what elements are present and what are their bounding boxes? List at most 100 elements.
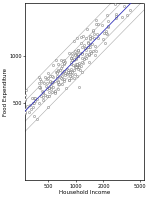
Point: [35, 98, 38, 101]
Point: [81, 71, 83, 74]
Point: [73, 72, 76, 76]
Point: [122, 4, 125, 7]
Point: [40, 94, 42, 97]
Point: [107, 26, 110, 29]
Point: [94, 54, 97, 57]
Point: [56, 88, 59, 91]
Point: [59, 75, 61, 79]
Point: [104, 42, 107, 45]
Point: [66, 68, 69, 71]
Point: [57, 70, 59, 73]
Point: [76, 64, 79, 67]
Point: [44, 75, 46, 78]
Point: [39, 86, 42, 89]
Point: [68, 70, 71, 74]
Point: [86, 27, 88, 30]
Point: [63, 58, 65, 61]
Point: [46, 106, 49, 109]
Point: [74, 50, 76, 53]
Point: [67, 79, 70, 82]
Point: [62, 59, 64, 62]
Point: [68, 78, 70, 81]
Point: [77, 49, 79, 52]
Point: [41, 89, 43, 92]
Point: [76, 36, 78, 40]
Point: [114, 12, 117, 16]
Point: [57, 79, 59, 82]
Point: [78, 66, 80, 69]
Point: [49, 75, 51, 78]
Point: [38, 101, 40, 104]
Point: [101, 23, 103, 26]
Point: [47, 71, 49, 75]
Point: [61, 74, 63, 77]
Point: [76, 54, 78, 57]
Point: [58, 83, 60, 86]
Point: [51, 91, 53, 94]
Y-axis label: Food Expenditure: Food Expenditure: [3, 68, 8, 116]
Point: [105, 30, 107, 33]
Point: [38, 82, 40, 85]
Point: [80, 41, 83, 44]
Point: [77, 67, 79, 70]
Point: [84, 53, 87, 56]
Point: [106, 32, 108, 35]
Point: [83, 46, 86, 49]
Point: [67, 51, 70, 54]
Point: [74, 64, 77, 68]
Point: [54, 80, 57, 83]
Point: [82, 35, 84, 38]
Point: [56, 83, 59, 86]
Point: [80, 65, 82, 68]
Point: [104, 32, 107, 35]
Point: [77, 52, 79, 55]
Point: [24, 110, 26, 114]
Point: [50, 85, 52, 88]
Point: [92, 29, 95, 32]
Point: [69, 74, 71, 78]
Point: [95, 18, 98, 22]
Point: [78, 62, 81, 65]
Point: [51, 80, 53, 84]
Point: [24, 97, 26, 100]
Point: [70, 54, 73, 58]
Point: [66, 69, 69, 72]
Point: [80, 36, 82, 39]
Point: [76, 74, 79, 78]
Point: [51, 64, 54, 67]
Point: [67, 71, 70, 74]
Point: [71, 70, 73, 73]
Point: [107, 25, 109, 28]
Point: [106, 13, 109, 17]
Point: [74, 57, 77, 60]
Point: [76, 64, 78, 67]
Point: [86, 41, 89, 45]
Point: [42, 90, 44, 93]
Point: [42, 98, 44, 101]
Point: [49, 79, 51, 83]
Point: [72, 63, 74, 66]
Point: [81, 56, 83, 59]
Point: [60, 59, 63, 62]
Point: [81, 51, 83, 55]
Point: [75, 52, 77, 56]
Point: [80, 46, 83, 49]
Point: [103, 31, 105, 35]
Point: [78, 69, 81, 72]
Point: [46, 78, 48, 81]
Point: [64, 61, 66, 64]
Point: [34, 100, 37, 103]
Point: [24, 111, 26, 115]
Point: [70, 62, 72, 66]
Point: [66, 71, 69, 74]
Point: [75, 65, 77, 69]
Point: [73, 58, 75, 61]
Point: [97, 22, 99, 26]
Point: [80, 51, 82, 55]
Point: [63, 71, 66, 74]
Point: [62, 78, 65, 81]
Point: [87, 46, 89, 49]
Point: [48, 86, 51, 89]
Point: [81, 52, 83, 55]
Point: [57, 68, 59, 71]
